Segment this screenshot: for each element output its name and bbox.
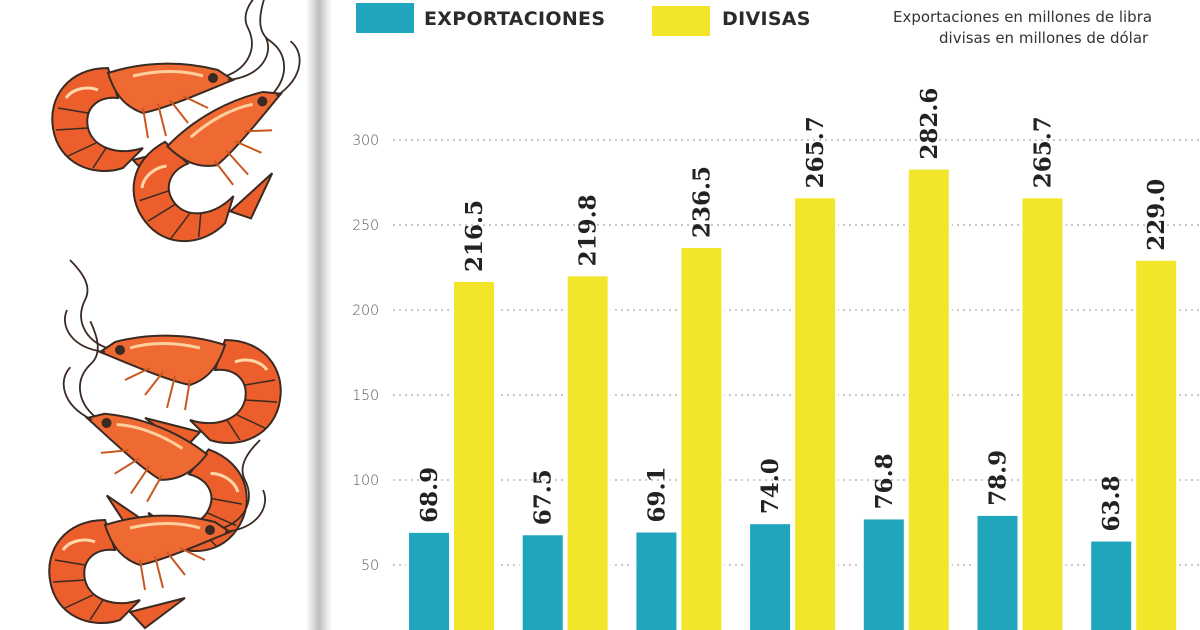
bar-divisas-2: [567, 276, 608, 630]
data-label-exportaciones-4: 74.0: [757, 458, 784, 514]
data-label-exportaciones-7: 63.8: [1098, 476, 1125, 532]
data-label-divisas-2: 219.8: [575, 194, 602, 266]
data-label-divisas-6: 265.7: [1030, 116, 1057, 188]
page-fold-shadow: [306, 0, 332, 630]
data-labels: 68.9 216.5 67.5 219.8 69.1 236.5 74.0 265.7 76.8…: [416, 88, 1170, 532]
bar-divisas-7: [1136, 260, 1177, 630]
bar-exportaciones-6: [977, 515, 1018, 630]
legend-swatch-divisas: [652, 6, 710, 36]
data-label-exportaciones-6: 78.9: [985, 450, 1012, 506]
data-label-divisas-1: 216.5: [461, 200, 488, 272]
legend-label-divisas: DIVISAS: [722, 8, 811, 30]
bar-divisas-6: [1022, 198, 1063, 630]
bar-exportaciones-5: [863, 519, 904, 630]
bar-exportaciones-7: [1091, 541, 1132, 630]
bar-exportaciones-2: [522, 535, 563, 630]
bar-divisas-5: [908, 169, 949, 630]
y-tick-label-300: 300: [352, 133, 379, 149]
y-tick-label-50: 50: [361, 558, 379, 574]
y-tick-label-200: 200: [352, 303, 379, 319]
data-label-divisas-7: 229.0: [1143, 179, 1170, 251]
bar-exportaciones-1: [409, 532, 449, 630]
bar-divisas-1: [454, 281, 494, 630]
units-note-line2: divisas en millones de dólar: [939, 29, 1149, 47]
y-tick-label-100: 100: [352, 473, 379, 489]
data-label-divisas-5: 282.6: [916, 88, 943, 160]
data-label-divisas-3: 236.5: [688, 166, 715, 238]
bar-divisas-4: [795, 198, 836, 630]
data-label-exportaciones-3: 69.1: [643, 466, 670, 522]
y-tick-label-150: 150: [352, 388, 379, 404]
y-tick-label-250: 250: [352, 218, 379, 234]
data-label-exportaciones-1: 68.9: [416, 467, 443, 523]
bar-exportaciones-3: [636, 532, 677, 630]
units-note-line1: Exportaciones en millones de libra: [893, 8, 1153, 26]
data-label-exportaciones-2: 67.5: [530, 469, 557, 525]
data-label-divisas-4: 265.7: [802, 116, 829, 188]
legend-label-exportaciones: EXPORTACIONES: [424, 8, 606, 30]
bars: [406, 166, 1180, 630]
shrimp-illustration-panel: [0, 0, 312, 630]
legend-swatch-exportaciones: [356, 3, 414, 33]
bar-divisas-3: [681, 247, 722, 630]
data-label-exportaciones-5: 76.8: [871, 453, 898, 509]
bar-exportaciones-4: [750, 524, 791, 630]
